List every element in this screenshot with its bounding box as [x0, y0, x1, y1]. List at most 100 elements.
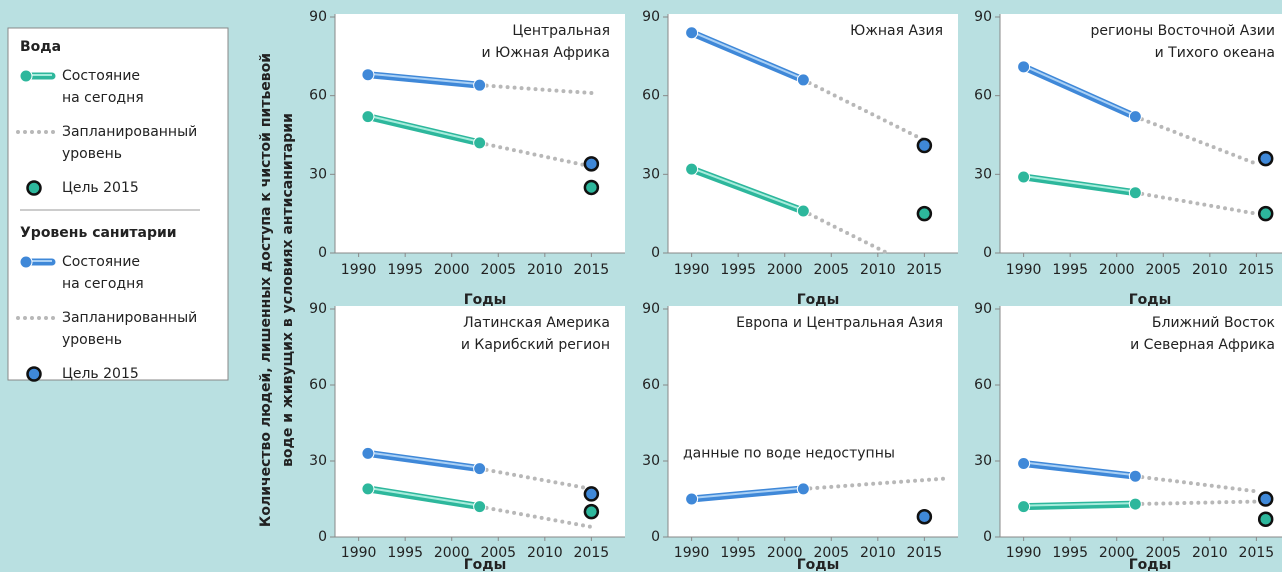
plot-area [335, 306, 625, 537]
x-tick-label: 2000 [767, 262, 803, 278]
legend-dot [19, 255, 33, 269]
x-tick-label: 2015 [574, 545, 610, 561]
current-endpoint [473, 136, 487, 150]
y-tick-label: 30 [642, 166, 660, 182]
current-endpoint [796, 204, 810, 218]
goal-marker [916, 508, 933, 525]
current-endpoint [361, 446, 375, 460]
current-endpoint [1017, 457, 1031, 471]
panel-title: Латинская Америка [463, 315, 610, 331]
x-tick-label: 2005 [1145, 262, 1181, 278]
x-tick-label: 1990 [1006, 545, 1042, 561]
legend-label: Цель 2015 [62, 366, 139, 382]
y-tick-label: 60 [309, 88, 327, 104]
x-tick-label: 2005 [1145, 545, 1181, 561]
current-endpoint [1128, 110, 1142, 124]
legend-marker [26, 180, 42, 196]
x-tick-label: 2005 [813, 545, 849, 561]
legend-label: на сегодня [62, 276, 144, 292]
y-tick-label: 60 [309, 377, 327, 393]
x-tick-label: 2000 [434, 262, 470, 278]
x-tick-label: 2005 [480, 262, 516, 278]
planned-line [1133, 499, 1259, 507]
planned-line [801, 77, 927, 143]
x-tick-label: 2010 [527, 262, 563, 278]
goal-marker [916, 137, 933, 154]
y-tick-label: 90 [309, 9, 327, 25]
current-endpoint [685, 26, 699, 40]
x-tick-label: 2015 [907, 262, 943, 278]
y-tick-label: 30 [642, 453, 660, 469]
x-tick-label: 2000 [1099, 262, 1135, 278]
panel-title: Ближний Восток [1152, 315, 1275, 331]
current-line-highlight [1023, 64, 1136, 117]
y-axis-label: воде и живущих в условиях антисанитарии [280, 113, 296, 467]
current-line-highlight [367, 486, 480, 507]
x-tick-label: 1995 [720, 262, 756, 278]
planned-line [1133, 190, 1259, 216]
panel-title: регионы Восточной Азии [1090, 23, 1275, 39]
y-tick-label: 30 [974, 453, 992, 469]
current-endpoint [1017, 500, 1031, 514]
current-line-highlight [367, 114, 480, 143]
plot-area [668, 14, 958, 253]
x-tick-label: 2010 [860, 262, 896, 278]
panel-title: и Северная Африка [1130, 337, 1275, 353]
x-tick-label: 2010 [1192, 262, 1228, 278]
panel-title: Европа и Центральная Азия [736, 315, 943, 331]
current-endpoint [473, 500, 487, 514]
x-tick-label: 1990 [1006, 262, 1042, 278]
current-endpoint [1017, 60, 1031, 74]
x-tick-label: 1995 [720, 545, 756, 561]
y-tick-label: 90 [974, 9, 992, 25]
legend-label: Состояние [62, 254, 140, 270]
current-line-highlight [1023, 502, 1136, 507]
current-endpoint [1128, 186, 1142, 200]
x-axis-label: Годы [1129, 292, 1172, 308]
current-line-highlight [1023, 461, 1136, 477]
plot-area [668, 306, 958, 537]
y-tick-label: 60 [974, 88, 992, 104]
x-tick-label: 2015 [574, 262, 610, 278]
x-tick-label: 1995 [387, 262, 423, 278]
goal-marker [916, 205, 933, 222]
x-tick-label: 2010 [1192, 545, 1228, 561]
planned-line [477, 140, 594, 169]
y-tick-label: 0 [983, 245, 992, 261]
y-tick-label: 0 [651, 529, 660, 545]
x-tick-label: 1995 [387, 545, 423, 561]
x-tick-label: 2015 [1239, 545, 1275, 561]
x-tick-label: 1990 [674, 262, 710, 278]
goal-marker [583, 486, 600, 502]
plot-area [1000, 306, 1282, 537]
y-axis-label: Количество людей, лишенных доступа к чис… [258, 53, 274, 527]
current-endpoint [685, 492, 699, 506]
y-tick-label: 90 [974, 301, 992, 317]
current-endpoint [361, 68, 375, 82]
y-tick-label: 60 [974, 377, 992, 393]
goal-marker [583, 156, 600, 172]
x-tick-label: 1990 [341, 262, 377, 278]
x-tick-label: 1990 [341, 545, 377, 561]
current-line-highlight [367, 451, 480, 469]
x-tick-label: 2015 [907, 545, 943, 561]
y-tick-label: 90 [642, 301, 660, 317]
current-endpoint [796, 73, 810, 87]
legend-label: уровень [62, 146, 122, 162]
planned-line [477, 466, 594, 491]
y-tick-label: 30 [309, 166, 327, 182]
x-tick-label: 2010 [527, 545, 563, 561]
x-axis-label: Годы [1129, 557, 1172, 572]
current-endpoint [1017, 170, 1031, 184]
goal-marker [1257, 205, 1274, 222]
annotation: данные по воде недоступны [683, 445, 895, 461]
legend-group-title: Уровень санитарии [20, 225, 177, 241]
legend-label: Цель 2015 [62, 180, 139, 196]
current-line-highlight [367, 72, 480, 86]
panel-title: Центральная [512, 23, 610, 39]
y-tick-label: 0 [318, 245, 327, 261]
current-line-highlight [691, 167, 804, 211]
x-axis-label: Годы [464, 292, 507, 308]
panel-title: и Карибский регион [461, 337, 610, 353]
current-endpoint [473, 78, 487, 92]
